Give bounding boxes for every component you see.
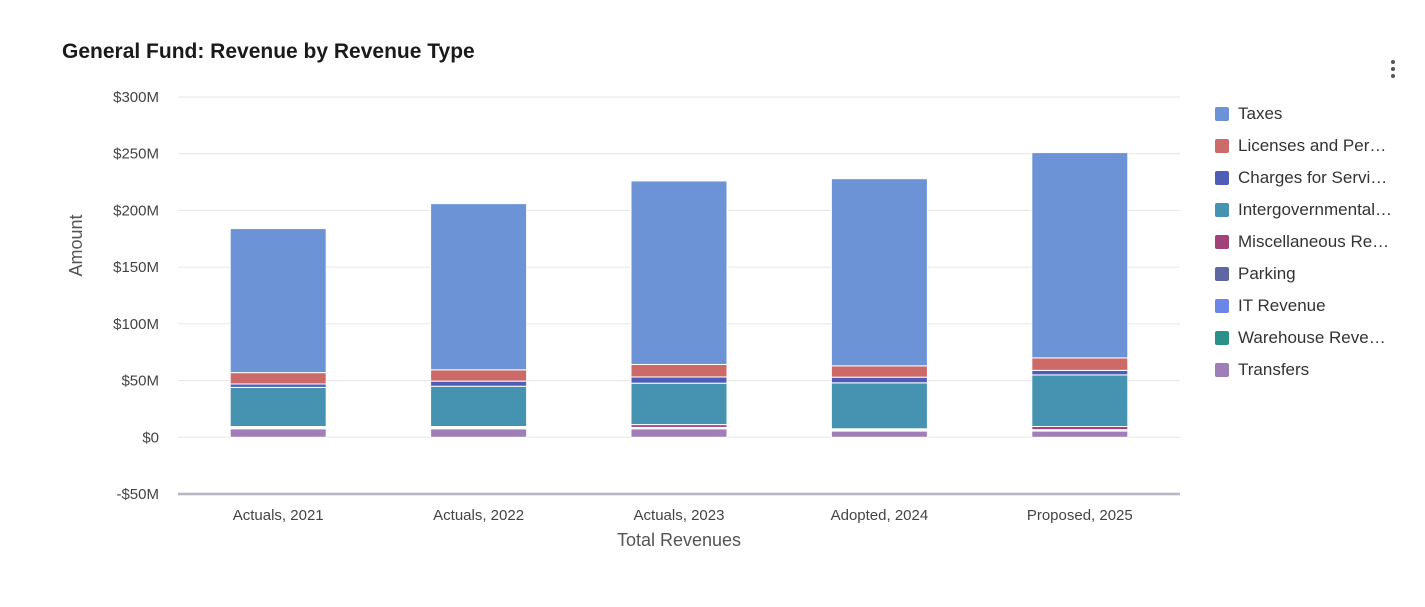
legend-swatch xyxy=(1215,107,1229,121)
bar-segment[interactable] xyxy=(430,380,528,387)
legend-label: Taxes xyxy=(1238,104,1283,123)
y-tick-label: -$50M xyxy=(116,486,159,503)
legend-item[interactable]: Warehouse Reve… xyxy=(1215,322,1420,354)
bar-segment[interactable] xyxy=(1031,357,1129,371)
legend-label: Charges for Servi… xyxy=(1238,168,1388,187)
bar-segment[interactable] xyxy=(830,365,928,378)
legend-label: Warehouse Reve… xyxy=(1238,328,1386,347)
bar-segment[interactable] xyxy=(229,386,327,428)
x-axis-ticks: Actuals, 2021 Actuals, 2022 Actuals, 2023 A… xyxy=(233,507,1133,524)
y-tick-label: $50M xyxy=(121,373,159,390)
bar-segment[interactable] xyxy=(229,228,327,374)
bar-segment[interactable] xyxy=(1031,430,1129,438)
legend-item[interactable]: Licenses and Per… xyxy=(1215,130,1420,162)
x-tick-label: Adopted, 2024 xyxy=(831,507,929,524)
x-tick-label: Actuals, 2022 xyxy=(433,507,524,524)
y-tick-label: $300M xyxy=(113,89,159,106)
bar-segment[interactable] xyxy=(430,385,528,428)
legend-item[interactable]: Taxes xyxy=(1215,98,1420,130)
chart-title: General Fund: Revenue by Revenue Type xyxy=(62,40,475,63)
bar-segment[interactable] xyxy=(1031,152,1129,359)
bars xyxy=(229,152,1129,438)
legend-label: Intergovernmental… xyxy=(1238,200,1393,219)
y-tick-label: $250M xyxy=(113,146,159,163)
bar-segment[interactable] xyxy=(830,382,928,430)
x-tick-label: Actuals, 2021 xyxy=(233,507,324,524)
y-axis-title: Amount xyxy=(66,214,86,276)
x-axis-title: Total Revenues xyxy=(617,530,741,550)
legend-swatch xyxy=(1215,203,1229,217)
bar-stack xyxy=(430,203,528,438)
legend-item[interactable]: IT Revenue xyxy=(1215,290,1420,322)
bar-segment[interactable] xyxy=(229,428,327,438)
legend-item[interactable]: Charges for Servi… xyxy=(1215,162,1420,194)
bar-segment[interactable] xyxy=(430,203,528,371)
legend-label: Licenses and Per… xyxy=(1238,136,1387,155)
bar-segment[interactable] xyxy=(630,382,728,426)
legend: Taxes Licenses and Per… Charges for Servi…… xyxy=(1215,98,1420,386)
legend-swatch xyxy=(1215,331,1229,345)
bar-segment[interactable] xyxy=(830,376,928,384)
legend-item[interactable]: Transfers xyxy=(1215,354,1420,386)
legend-swatch xyxy=(1215,267,1229,281)
legend-swatch xyxy=(1215,363,1229,377)
bar-stack xyxy=(1031,152,1129,438)
legend-label: Miscellaneous Re… xyxy=(1238,232,1390,251)
legend-item[interactable]: Intergovernmental… xyxy=(1215,194,1420,226)
bar-segment[interactable] xyxy=(229,372,327,385)
y-tick-label: $150M xyxy=(113,259,159,276)
bar-stack xyxy=(630,180,728,438)
bar-stack xyxy=(830,178,928,438)
legend-swatch xyxy=(1215,139,1229,153)
y-tick-label: $100M xyxy=(113,316,159,333)
legend-swatch xyxy=(1215,299,1229,313)
x-tick-label: Proposed, 2025 xyxy=(1027,507,1133,524)
bar-segment[interactable] xyxy=(830,430,928,438)
y-axis-ticks: $300M $250M $200M $150M $100M $50M $0 -$50M xyxy=(113,89,159,503)
legend-label: IT Revenue xyxy=(1238,296,1326,315)
bar-segment[interactable] xyxy=(630,428,728,438)
legend-item[interactable]: Miscellaneous Re… xyxy=(1215,226,1420,258)
legend-item[interactable]: Parking xyxy=(1215,258,1420,290)
x-tick-label: Actuals, 2023 xyxy=(634,507,725,524)
y-tick-label: $0 xyxy=(142,429,159,446)
bar-segment[interactable] xyxy=(1031,374,1129,428)
bar-segment[interactable] xyxy=(430,428,528,438)
legend-swatch xyxy=(1215,235,1229,249)
bar-segment[interactable] xyxy=(630,363,728,378)
bar-stack xyxy=(229,228,327,438)
legend-label: Transfers xyxy=(1238,360,1310,379)
legend-swatch xyxy=(1215,171,1229,185)
bar-segment[interactable] xyxy=(630,180,728,365)
bar-segment[interactable] xyxy=(630,376,728,384)
y-tick-label: $200M xyxy=(113,202,159,219)
bar-segment[interactable] xyxy=(430,369,528,382)
bar-segment[interactable] xyxy=(830,178,928,367)
bar-segment[interactable] xyxy=(229,383,327,388)
more-options-icon[interactable] xyxy=(1382,56,1404,82)
bar-segment[interactable] xyxy=(1031,369,1129,376)
legend-label: Parking xyxy=(1238,264,1296,283)
